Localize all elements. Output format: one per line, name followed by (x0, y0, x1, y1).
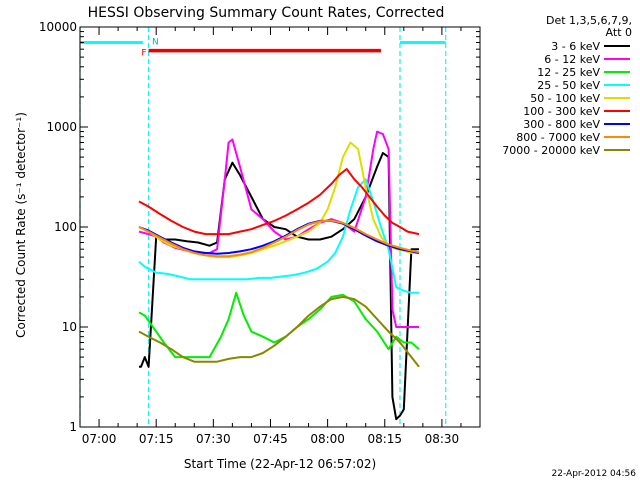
x-tick-label-4: 08:00 (310, 432, 345, 446)
y-tick-label-4: 10000 (39, 20, 77, 34)
legend-header-line-1: Att 0 (606, 26, 632, 39)
flag-n-label: N (152, 37, 159, 47)
y-tick-label-1: 10 (62, 320, 77, 334)
x-axis-label: Start Time (22-Apr-12 06:57:02) (184, 457, 376, 471)
x-tick-label-5: 08:15 (367, 432, 402, 446)
axes: 07:00 07:15 07:30 07:45 08:00 08:15 08:30 1 10 10… (39, 20, 481, 446)
x-tick-label-3: 07:45 (253, 432, 288, 446)
series-line-5 (138, 168, 420, 236)
series-line-8 (138, 295, 420, 368)
legend-label-6: 300 - 800 keV (523, 118, 600, 131)
y-tick-label-3: 1000 (46, 120, 77, 134)
y-tick-label-0: 1 (69, 420, 77, 434)
legend-label-5: 100 - 300 keV (523, 105, 600, 118)
legend-label-4: 50 - 100 keV (530, 92, 600, 105)
series-line-6 (138, 219, 420, 255)
legend-header-line-0: Det 1,3,5,6,7,9, (546, 14, 632, 27)
series-line-3 (138, 178, 419, 294)
y-tick-label-2: 100 (54, 220, 77, 234)
x-tick-label-6: 08:30 (425, 432, 460, 446)
x-tick-label-1: 07:15 (139, 432, 174, 446)
legend-label-2: 12 - 25 keV (537, 66, 600, 79)
series-line-7 (138, 219, 420, 258)
legend-label-8: 7000 - 20000 keV (502, 144, 600, 157)
legend-label-3: 25 - 50 keV (537, 79, 600, 92)
legend-label-7: 800 - 7000 keV (516, 131, 600, 144)
x-tick-label-2: 07:30 (196, 432, 231, 446)
chart-title: HESSI Observing Summary Count Rates, Cor… (88, 5, 445, 21)
series-line-0 (139, 152, 419, 421)
x-tick-label-0: 07:00 (82, 432, 117, 446)
flag-f-label: F (141, 49, 146, 59)
y-axis-label: Corrected Count Rate (s⁻¹ detector⁻¹) (14, 112, 28, 338)
timestamp: 22-Apr-2012 04:56 (552, 469, 637, 479)
legend-label-1: 6 - 12 keV (544, 53, 600, 66)
plot-area: FN (79, 27, 447, 427)
legend-label-0: 3 - 6 keV (551, 40, 600, 53)
